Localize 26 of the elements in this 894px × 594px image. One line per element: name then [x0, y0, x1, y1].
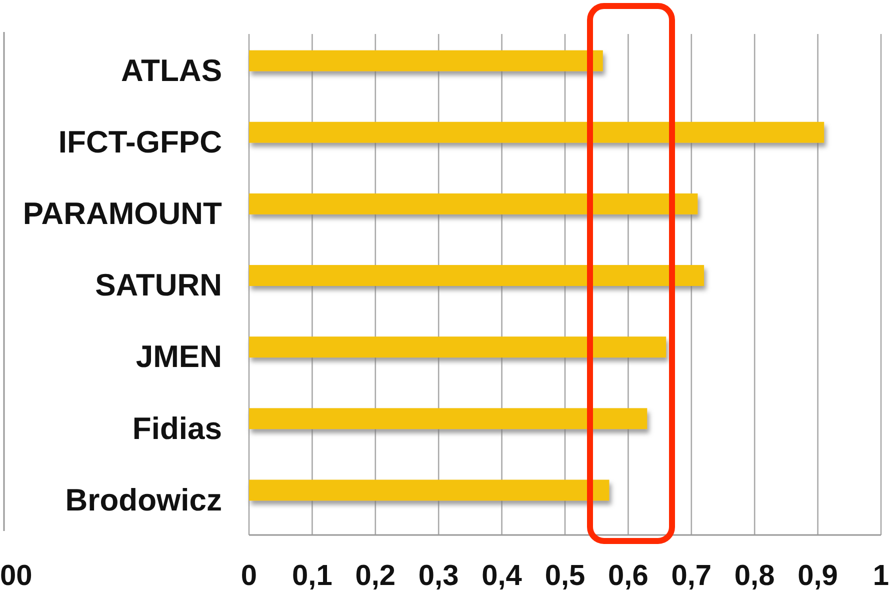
- x-tick-label: 1: [872, 560, 890, 592]
- bar: [249, 193, 698, 214]
- x-tick-label: 0,3: [418, 560, 459, 592]
- x-tick-label: 0,5: [544, 560, 586, 592]
- x-tick-label: 0,8: [734, 560, 775, 592]
- x-tick-label: 0,1: [292, 560, 332, 592]
- bar: [249, 50, 603, 72]
- bar: [249, 122, 824, 143]
- bar: [249, 265, 704, 286]
- bar: [249, 408, 648, 430]
- bar: [249, 336, 666, 358]
- x-tick-label: 0,9: [798, 560, 838, 592]
- y-tick-label: Fidias: [132, 410, 222, 446]
- y-tick-label: ATLAS: [120, 52, 222, 88]
- text: 00: [0, 560, 32, 592]
- x-tick-label: 0,7: [671, 560, 712, 592]
- y-tick-label: SATURN: [95, 268, 222, 303]
- y-tick-label: PARAMOUNT: [22, 196, 222, 232]
- y-tick-label: JMEN: [136, 339, 222, 374]
- bar: [249, 480, 610, 501]
- y-tick-label: Brodowicz: [65, 482, 222, 518]
- x-tick-label: 0,4: [482, 560, 522, 592]
- x-tick-label: 0,2: [355, 560, 396, 592]
- x-tick-label: 0: [240, 560, 258, 592]
- x-tick-label: 0,6: [608, 560, 648, 592]
- y-tick-label: IFCT-GFPC: [58, 124, 222, 160]
